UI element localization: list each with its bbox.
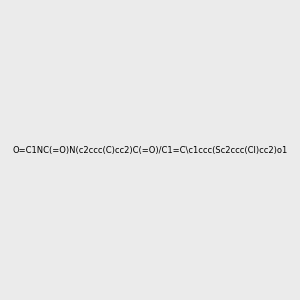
Text: O=C1NC(=O)N(c2ccc(C)cc2)C(=O)/C1=C\c1ccc(Sc2ccc(Cl)cc2)o1: O=C1NC(=O)N(c2ccc(C)cc2)C(=O)/C1=C\c1ccc… bbox=[12, 146, 288, 154]
